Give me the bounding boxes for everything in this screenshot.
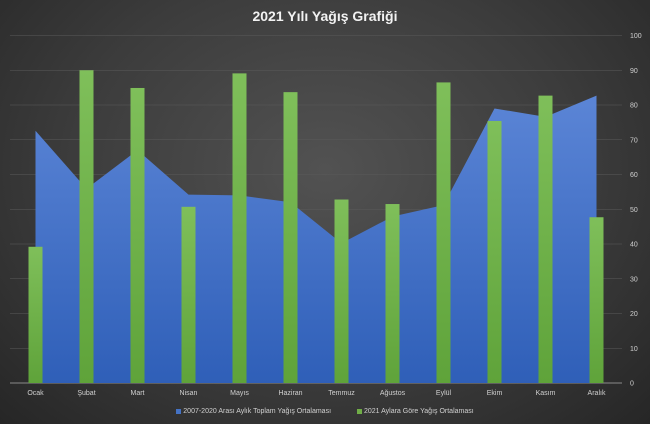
x-tick-label: Ocak bbox=[27, 390, 44, 397]
y-tick-label: 40 bbox=[630, 242, 638, 249]
x-tick-label: Temmuz bbox=[328, 390, 355, 397]
x-tick-label: Ekim bbox=[487, 390, 503, 397]
x-tick-label: Haziran bbox=[278, 390, 302, 397]
y-tick-label: 0 bbox=[630, 381, 634, 388]
legend-swatch bbox=[176, 408, 182, 414]
x-tick-label: Şubat bbox=[77, 390, 95, 397]
bar-Ekim bbox=[487, 120, 502, 384]
x-tick-label: Aralık bbox=[588, 390, 606, 397]
legend: 2007-2020 Arası Aylık Toplam Yağış Ortal… bbox=[0, 408, 650, 415]
bar-Haziran bbox=[283, 92, 298, 383]
y-tick-label: 60 bbox=[630, 172, 638, 179]
x-tick-label: Mayıs bbox=[230, 390, 249, 397]
y-tick-label: 80 bbox=[630, 103, 638, 110]
x-tick-label: Ağustos bbox=[380, 390, 406, 397]
bar-Ocak bbox=[28, 246, 43, 383]
legend-label: 2021 Aylara Göre Yağış Ortalaması bbox=[363, 408, 474, 415]
x-tick-label: Nisan bbox=[180, 390, 198, 397]
chart-title: 2021 Yılı Yağış Grafiği bbox=[252, 8, 398, 24]
bar-Aralık bbox=[589, 217, 604, 383]
bar-Ağustos bbox=[385, 204, 400, 383]
legend-label: 2007-2020 Arası Aylık Toplam Yağış Ortal… bbox=[183, 408, 332, 415]
y-tick-label: 70 bbox=[630, 137, 638, 144]
x-tick-label: Mart bbox=[131, 390, 145, 397]
y-tick-label: 10 bbox=[630, 346, 638, 353]
y-tick-label: 100 bbox=[630, 33, 642, 40]
y-tick-label: 30 bbox=[630, 276, 638, 283]
bar-Eylül bbox=[436, 82, 451, 383]
y-tick-label: 50 bbox=[630, 207, 638, 214]
bar-Şubat bbox=[79, 70, 94, 383]
bar-Temmuz bbox=[334, 199, 349, 383]
legend-item-bar: 2021 Aylara Göre Yağış Ortalaması bbox=[356, 408, 474, 415]
bar-Nisan bbox=[181, 206, 196, 383]
x-tick-label: Kasım bbox=[536, 390, 556, 397]
y-tick-label: 20 bbox=[630, 311, 638, 318]
legend-swatch bbox=[356, 408, 362, 414]
legend-item-area: 2007-2020 Arası Aylık Toplam Yağış Ortal… bbox=[176, 408, 331, 415]
x-tick-label: Eylül bbox=[436, 390, 452, 397]
area-series bbox=[35, 95, 597, 384]
bar-Mart bbox=[130, 87, 145, 383]
y-tick-label: 90 bbox=[630, 68, 638, 75]
bar-Kasım bbox=[538, 95, 553, 384]
bar-Mayıs bbox=[232, 73, 247, 383]
